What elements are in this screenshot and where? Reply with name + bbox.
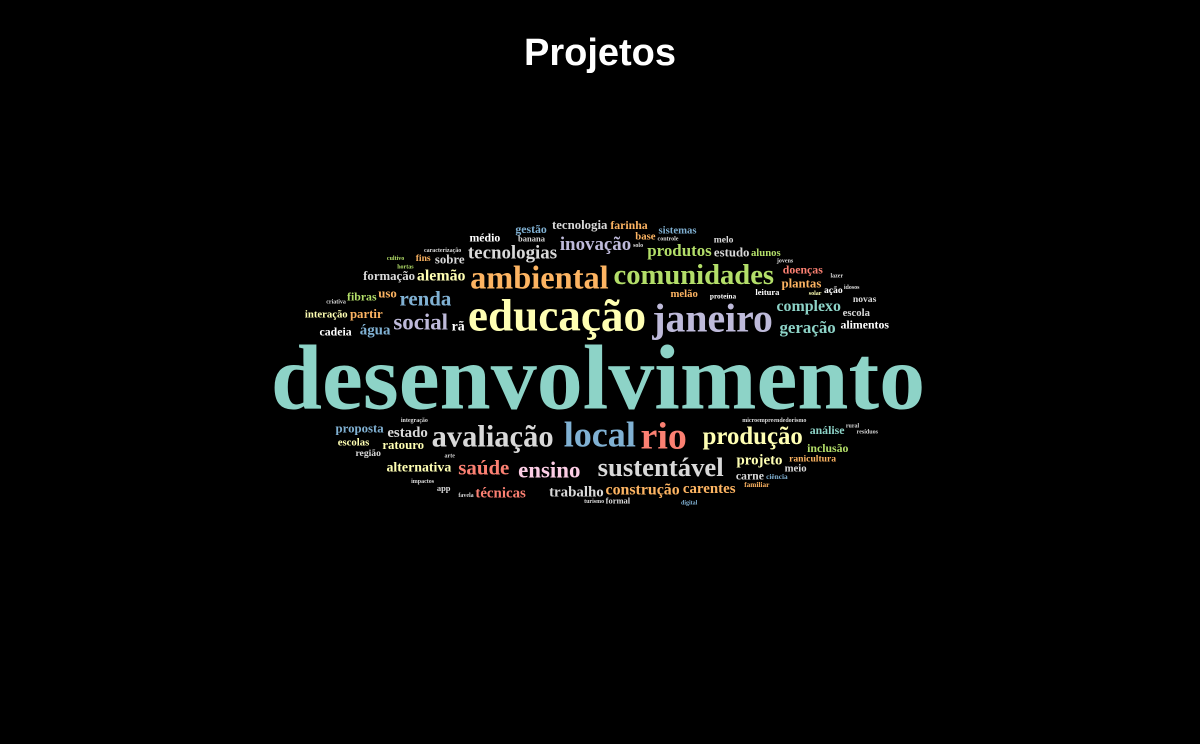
word-176: lazer (830, 274, 843, 280)
word-37: proposta (336, 422, 385, 436)
word-8: sustentável (598, 452, 724, 482)
word-87: ação (824, 285, 843, 296)
word-54: sistemas (659, 224, 697, 236)
word-34: uso (378, 287, 397, 301)
word-15: inovação (560, 234, 631, 255)
word-126: caracterização (424, 248, 461, 254)
word-46: doenças (783, 263, 823, 277)
word-26: carentes (683, 481, 736, 497)
word-64: ranicultura (789, 454, 836, 465)
word-85: fins (416, 253, 431, 264)
word-170: solar (809, 291, 822, 297)
word-39: formação (363, 269, 415, 283)
word-165: favela (458, 493, 473, 499)
word-40: análise (810, 423, 845, 437)
word-50: inclusão (807, 441, 848, 455)
word-82: região (355, 448, 381, 459)
word-25: trabalho (549, 484, 604, 500)
word-120: ciência (766, 472, 788, 481)
word-9: produção (703, 423, 803, 450)
word-3: rio (641, 416, 687, 458)
word-13: saúde (458, 455, 509, 479)
word-29: rã (452, 319, 465, 334)
word-43: médio (469, 230, 500, 244)
word-14: tecnologias (468, 243, 557, 264)
word-130: controle (658, 236, 679, 242)
word-31: partir (350, 307, 383, 321)
word-113: proteína (710, 292, 737, 301)
word-62: meio (785, 463, 807, 475)
word-36: tecnologia (552, 218, 608, 232)
word-53: base (635, 230, 655, 242)
word-185: solo (633, 243, 643, 249)
word-172: rural (846, 423, 860, 429)
word-89: banana (518, 234, 546, 244)
word-55: alunos (751, 247, 781, 259)
word-100: formal (606, 496, 631, 506)
word-27: técnicas (475, 485, 526, 501)
word-5: ambiental (470, 261, 609, 297)
word-4: local (564, 415, 636, 455)
word-177: idosos (844, 285, 860, 291)
word-24: água (360, 323, 391, 339)
word-49: alimentos (840, 318, 889, 332)
word-86: melo (714, 234, 734, 245)
word-41: carne (736, 468, 764, 482)
word-11: ensino (518, 458, 580, 483)
word-44: gestão (515, 222, 547, 236)
chart-title: Projetos (523, 32, 677, 74)
word-19: complexo (776, 298, 840, 315)
word-84: novas (853, 294, 877, 305)
word-23: estado (387, 425, 428, 441)
word-174: arte (445, 453, 456, 459)
word-142: criativa (326, 300, 346, 306)
word-33: sobre (435, 253, 465, 267)
word-162: digital (681, 500, 698, 506)
word-6: avaliação (432, 420, 554, 454)
word-17: geração (779, 318, 835, 337)
word-7: comunidades (614, 260, 774, 291)
word-1: educação (468, 291, 646, 341)
word-136: turismo (584, 499, 604, 505)
word-30: ratouro (382, 438, 424, 452)
word-138: resíduos (857, 430, 879, 436)
word-114: familiar (744, 480, 770, 489)
word-16: produtos (647, 241, 712, 260)
word-10: social (393, 309, 448, 334)
word-0: desenvolvimento (271, 327, 925, 429)
word-131: impactos (411, 479, 435, 485)
word-28: alternativa (386, 461, 451, 476)
word-2: janeiro (651, 297, 773, 341)
word-47: fibras (347, 290, 377, 304)
word-52: interação (305, 309, 348, 321)
word-20: alemão (417, 268, 466, 285)
word-57: escolas (338, 437, 369, 449)
word-88: leitura (755, 287, 780, 297)
word-32: estudo (714, 246, 750, 260)
word-137: hortas (397, 265, 414, 271)
word-56: escola (843, 307, 871, 319)
word-127: integração (401, 418, 428, 424)
word-22: projeto (736, 452, 782, 468)
word-51: melão (671, 288, 698, 300)
word-45: farinha (610, 218, 647, 232)
word-18: construção (606, 482, 680, 499)
word-124: microempreendedorismo (742, 418, 806, 424)
word-12: renda (399, 287, 451, 311)
word-42: cadeia (320, 325, 352, 339)
word-149: jovens (776, 259, 794, 265)
word-111: app (437, 483, 451, 493)
word-35: plantas (781, 277, 821, 291)
word-150: cultivo (387, 256, 404, 262)
